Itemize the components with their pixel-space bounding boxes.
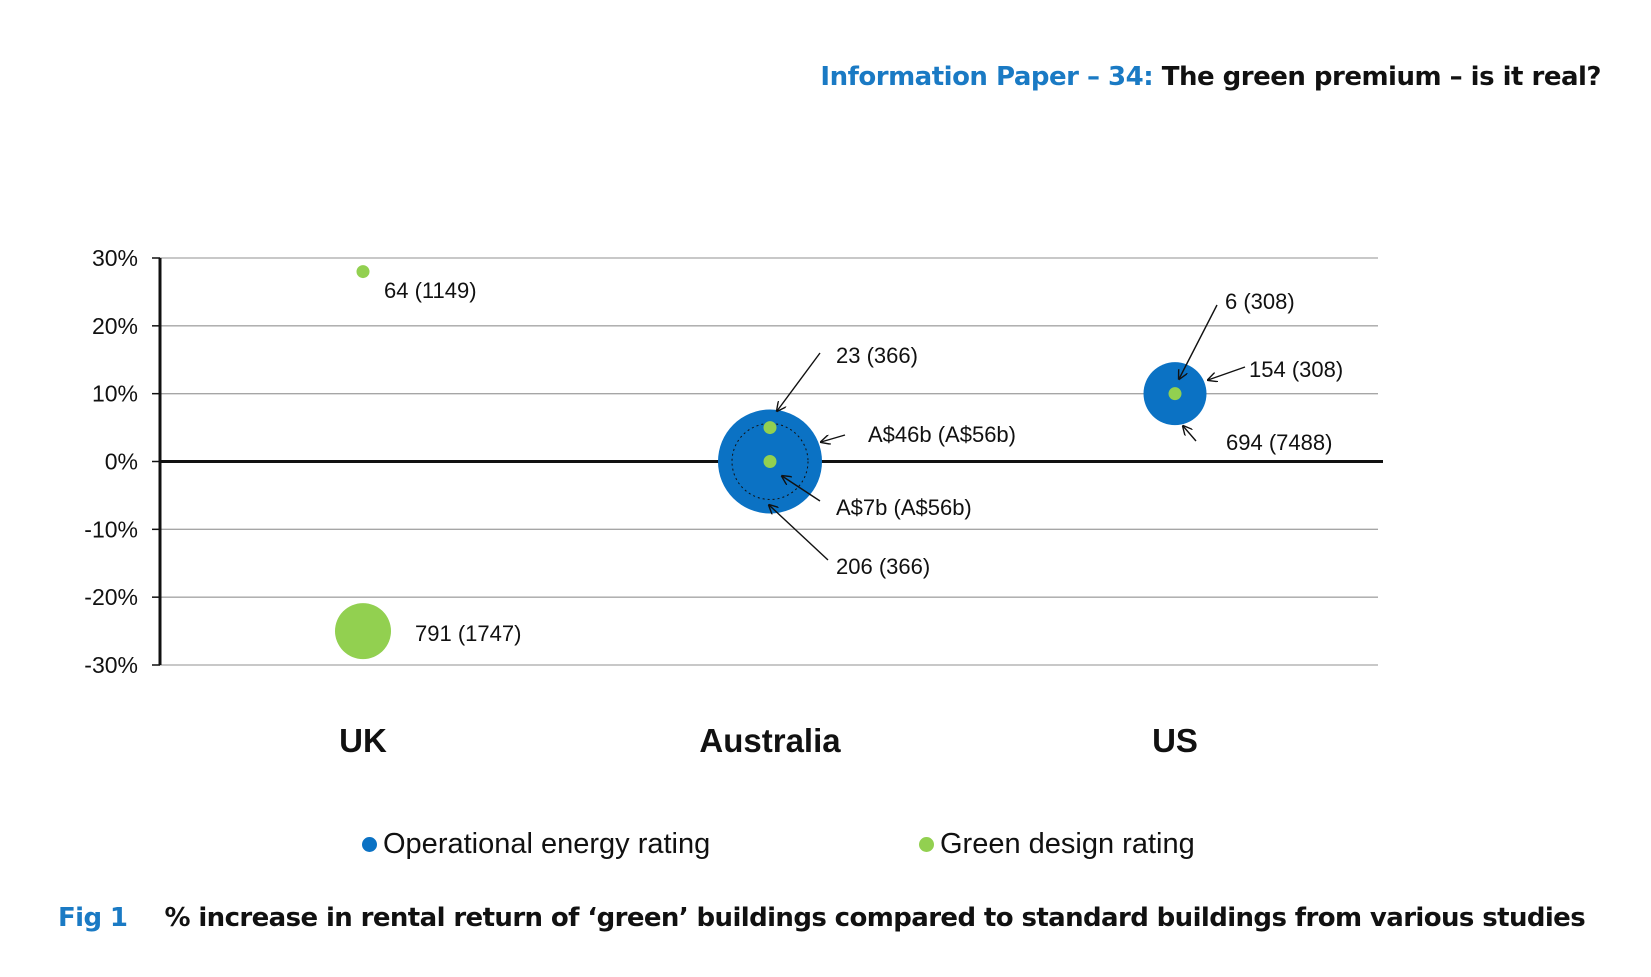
bubble-green [335, 603, 391, 660]
category-label: UK [339, 722, 387, 759]
bubble-green [1168, 387, 1182, 401]
y-tick-label: -10% [84, 516, 138, 542]
data-label-us-694: 694 (7488) [1226, 430, 1332, 455]
y-tick-label: 0% [105, 449, 138, 475]
arrow-23 [777, 352, 821, 411]
data-label-uk-791: 791 (1747) [415, 621, 521, 646]
category-label: Australia [699, 722, 841, 759]
arrow-206 [769, 505, 829, 561]
bubble-green [763, 455, 777, 468]
arrow-6 [1179, 304, 1218, 379]
legend-label-green: Green design rating [940, 828, 1195, 860]
legend-swatch-operational [362, 837, 377, 852]
bubble-ring-australia [731, 423, 809, 500]
y-tick-label: 10% [92, 381, 138, 407]
y-tick-label: 20% [92, 313, 138, 339]
bubble-green [763, 421, 777, 435]
legend-item-green: Green design rating [919, 828, 1195, 861]
arrow-154 [1208, 366, 1246, 380]
data-label-au-a46b: A$46b (A$56b) [868, 422, 1016, 447]
y-tick-label: -20% [84, 584, 138, 610]
figure-caption-text: % increase in rental return of ‘green’ b… [164, 903, 1586, 933]
bubble-green [356, 265, 370, 279]
y-tick-label: 30% [92, 245, 138, 271]
legend-label-operational: Operational energy rating [383, 828, 711, 860]
chart-legend: Operational energy rating Green design r… [0, 828, 1651, 868]
data-label-us-6: 6 (308) [1225, 289, 1295, 314]
header-series-label: Information Paper – 34: [820, 62, 1154, 92]
data-label-au-23: 23 (366) [836, 343, 918, 368]
page-header: Information Paper – 34: The green premiu… [820, 62, 1601, 92]
data-label-uk-64: 64 (1149) [384, 278, 477, 303]
legend-swatch-green [919, 837, 934, 852]
data-label-au-a7b: A$7b (A$56b) [836, 495, 972, 520]
arrow-694 [1183, 426, 1197, 442]
category-label: US [1152, 722, 1198, 759]
y-tick-label: -30% [84, 652, 138, 678]
legend-item-operational: Operational energy rating [362, 828, 710, 861]
arrow-a7b [782, 476, 821, 502]
figure-caption: Fig 1 % increase in rental return of ‘gr… [58, 903, 1586, 933]
arrow-a46b [821, 434, 846, 442]
figure-number: Fig 1 [58, 903, 128, 933]
header-title: The green premium – is it real? [1161, 62, 1602, 92]
data-label-us-154: 154 (308) [1249, 357, 1343, 382]
data-label-au-206: 206 (366) [836, 554, 930, 579]
bubble-chart: 30% 20% 10% 0% -10% -20% -30% UK Australia US 64 … [84, 245, 1383, 759]
